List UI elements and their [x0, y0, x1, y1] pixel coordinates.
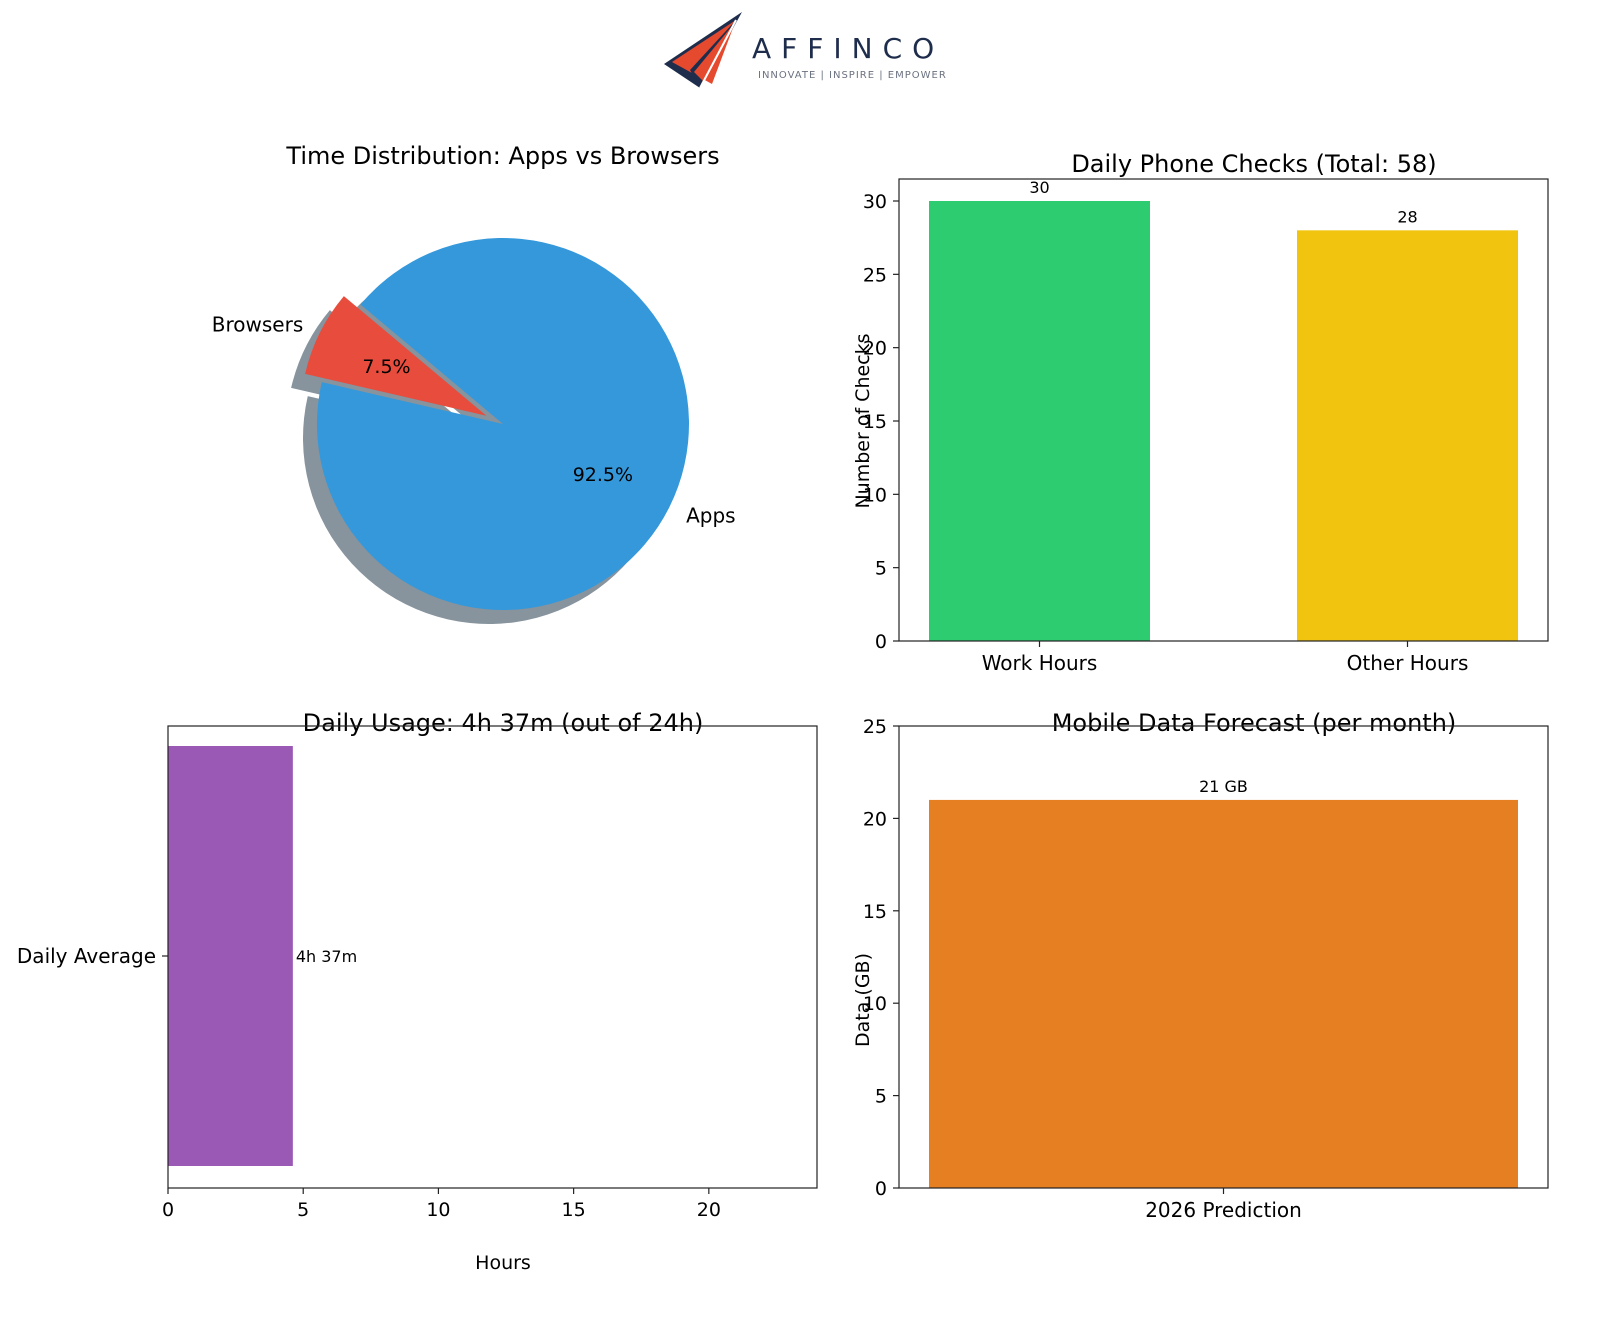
- daily-usage-title: Daily Usage: 4h 37m (out of 24h): [303, 709, 704, 737]
- y-tick-label: 25: [863, 264, 887, 286]
- brand-header: AFFINCO INNOVATE | INSPIRE | EMPOWER: [664, 12, 947, 89]
- bar-other-hours: [1297, 230, 1518, 642]
- pie-pct-label-browsers: 7.5%: [362, 356, 410, 378]
- mobile-data-title: Mobile Data Forecast (per month): [1052, 709, 1457, 737]
- y-tick-label: 15: [863, 411, 887, 433]
- bar-2026-prediction: [929, 799, 1518, 1188]
- pie-slice-apps: [317, 238, 689, 610]
- pie-chart: Time Distribution: Apps vs Browsers 7.5%…: [212, 142, 736, 624]
- mobile-data-ylabel: Data (GB): [852, 953, 874, 1047]
- bar-work-hours: [929, 201, 1150, 641]
- mobile-data-chart: Mobile Data Forecast (per month) Data (G…: [852, 709, 1549, 1222]
- x-tick-label: 15: [562, 1199, 586, 1221]
- phone-checks-ylabel: Number of Checks: [852, 333, 874, 508]
- brand-name: AFFINCO: [752, 32, 944, 65]
- bar-value-label: 28: [1397, 207, 1417, 226]
- y-tick-label: 5: [875, 1086, 887, 1108]
- y-tick-label: 0: [875, 631, 887, 653]
- daily-usage-xlabel: Hours: [475, 1252, 531, 1274]
- y-tick-label: 20: [863, 808, 887, 830]
- pie-pct-label-apps: 92.5%: [573, 464, 633, 486]
- y-tick-label: 20: [863, 338, 887, 360]
- x-tick-label: 2026 Prediction: [1145, 1198, 1302, 1222]
- y-tick-label: 0: [875, 1178, 887, 1200]
- phone-checks-title: Daily Phone Checks (Total: 58): [1071, 150, 1436, 178]
- plot-frame: [898, 178, 1549, 642]
- x-tick-label: 5: [297, 1199, 309, 1221]
- x-tick-label: 0: [162, 1199, 174, 1221]
- plot-frame: [167, 725, 818, 1189]
- y-tick-label: 10: [863, 993, 887, 1015]
- bar-value-label: 30: [1029, 178, 1049, 197]
- bar-value-label: 4h 37m: [296, 947, 357, 966]
- paper-plane-logo-icon: [664, 12, 742, 89]
- x-tick-label: Work Hours: [982, 651, 1098, 675]
- bar-daily-average: [168, 746, 293, 1166]
- y-tick-label: Daily Average: [17, 944, 156, 968]
- pie-chart-title: Time Distribution: Apps vs Browsers: [285, 142, 719, 170]
- plot-frame: [898, 725, 1549, 1189]
- brand-tagline: INNOVATE | INSPIRE | EMPOWER: [758, 70, 947, 81]
- daily-usage-chart: Daily Usage: 4h 37m (out of 24h) Hours 4…: [17, 709, 818, 1274]
- y-tick-label: 10: [863, 484, 887, 506]
- x-tick-label: 10: [426, 1199, 450, 1221]
- pie-label-browsers: Browsers: [212, 312, 303, 336]
- x-tick-label: Other Hours: [1347, 651, 1469, 675]
- y-tick-label: 25: [863, 716, 887, 738]
- phone-checks-chart: Daily Phone Checks (Total: 58) Number of…: [852, 150, 1549, 675]
- pie-label-apps: Apps: [686, 503, 736, 527]
- x-tick-label: 20: [697, 1199, 721, 1221]
- pie-slice-browsers: [305, 296, 487, 416]
- y-tick-label: 5: [875, 558, 887, 580]
- y-tick-label: 15: [863, 901, 887, 923]
- y-tick-label: 30: [863, 191, 887, 213]
- bar-value-label: 21 GB: [1199, 777, 1248, 796]
